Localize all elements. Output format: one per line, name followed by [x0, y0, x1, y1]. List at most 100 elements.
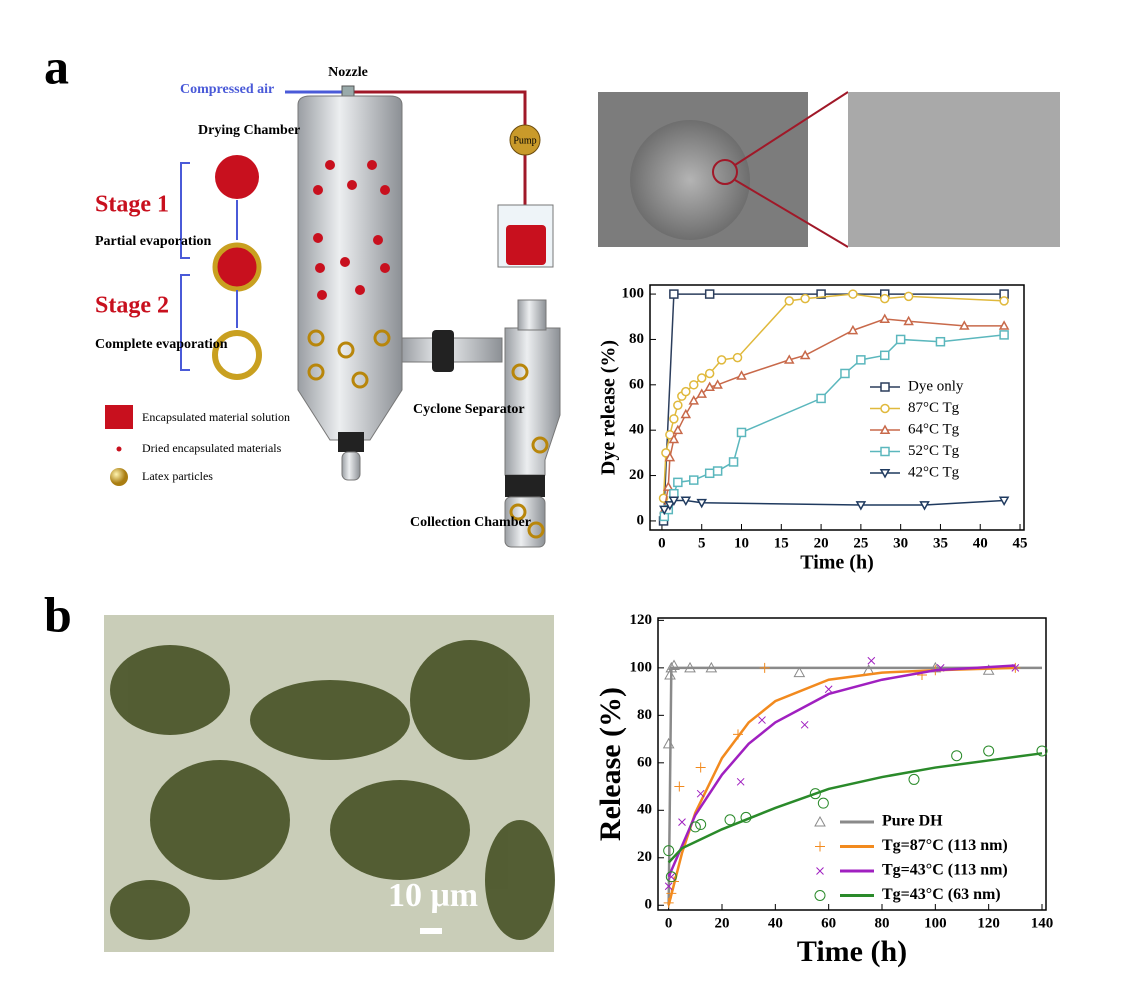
outlet: [341, 451, 361, 481]
y-tick-label: 20: [637, 849, 652, 865]
legend-swatch: [116, 446, 122, 452]
marker: [999, 330, 1009, 340]
marker: [879, 424, 891, 434]
marker: [736, 427, 747, 438]
x-tick-label: 25: [853, 535, 868, 551]
zoom-circle: [712, 159, 738, 185]
marker: [847, 324, 859, 335]
marker: [664, 501, 676, 511]
marker: [908, 773, 920, 785]
marker: [840, 368, 850, 379]
y-axis-label: Release (%): [594, 687, 627, 841]
marker: [999, 296, 1009, 306]
x-axis-label: Time (h): [800, 552, 874, 574]
marker: [855, 501, 867, 511]
marker: [783, 354, 795, 364]
marker: [695, 819, 707, 831]
legend-swatch: [110, 468, 128, 486]
y-tick-label: 0: [637, 512, 645, 528]
marker: [1011, 664, 1020, 672]
marker: [919, 501, 930, 511]
marker: [664, 882, 673, 891]
marker: [712, 379, 723, 389]
marker: [732, 352, 743, 363]
label: Partial evaporation: [95, 234, 211, 249]
x-tick-label: 0: [665, 915, 673, 931]
marker: [663, 481, 674, 491]
stage-droplet: [212, 242, 262, 292]
marker: [736, 370, 747, 380]
legend-label: Tg=43°C (113 nm): [882, 862, 1008, 879]
label: Compressed air: [180, 82, 274, 97]
marker: [712, 466, 723, 476]
marker: [724, 814, 736, 826]
legend-label: Pure DH: [882, 813, 943, 830]
joint: [432, 330, 454, 372]
valve: [338, 432, 364, 452]
marker: [696, 373, 707, 383]
marker: [668, 659, 680, 670]
marker: [716, 355, 727, 365]
marker: [856, 355, 866, 365]
droplets: [313, 160, 390, 300]
marker: [740, 811, 752, 823]
marker: [903, 291, 914, 302]
y-axis-label: Dye release (%): [598, 340, 620, 475]
spray-dryer-diagram: Pump Compressed air Nozzle: [95, 65, 561, 548]
y-tick-label: 100: [630, 659, 653, 675]
marker: [669, 414, 679, 424]
marker: [879, 293, 890, 304]
marker: [664, 451, 676, 462]
marker: [816, 867, 824, 875]
marker: [951, 750, 963, 762]
marker: [704, 289, 715, 299]
legend-label: 87°C Tg: [908, 400, 960, 416]
fit-line: [667, 664, 1016, 878]
x-axis-label: Time (h): [797, 935, 907, 968]
marker: [903, 315, 914, 326]
x-tick-label: 35: [933, 535, 948, 551]
marker: [879, 350, 890, 361]
marker: [936, 664, 945, 672]
marker: [705, 661, 718, 673]
bracket: [180, 274, 190, 371]
scale-bar: [420, 928, 442, 934]
marker: [678, 818, 686, 827]
marker: [983, 745, 995, 757]
marker: [998, 320, 1010, 330]
marker: [728, 457, 739, 467]
fit-line: [667, 752, 1043, 864]
marker: [935, 336, 946, 347]
marker: [659, 505, 670, 516]
series-line: [663, 499, 1005, 511]
marker: [669, 289, 679, 299]
marker: [695, 762, 706, 773]
sem-zoom-image: [848, 92, 1060, 247]
marker: [895, 334, 906, 345]
pump: [509, 124, 541, 156]
legend-label: Encapsulated material solution: [142, 410, 290, 424]
label: Nozzle: [328, 65, 368, 80]
bracket: [180, 162, 190, 259]
pump-label: Pump: [513, 135, 536, 146]
legend-swatch: [105, 405, 133, 429]
x-tick-label: 20: [715, 915, 730, 931]
x-tick-label: 100: [924, 915, 947, 931]
zoom-line: [734, 91, 849, 166]
legend-label: Tg=43°C (63 nm): [882, 886, 1001, 903]
marker: [848, 289, 858, 299]
y-tick-label: 40: [629, 422, 644, 438]
marker: [704, 468, 715, 479]
marker: [672, 424, 684, 435]
marker: [673, 477, 683, 488]
y-tick-label: 0: [645, 897, 653, 913]
marker: [684, 661, 696, 673]
marker: [816, 393, 826, 404]
x-tick-label: 40: [768, 915, 783, 931]
marker: [664, 668, 676, 680]
tube: [352, 90, 527, 128]
joint: [505, 475, 545, 497]
marker: [681, 386, 691, 397]
scale-label: 10 μm: [388, 877, 478, 914]
